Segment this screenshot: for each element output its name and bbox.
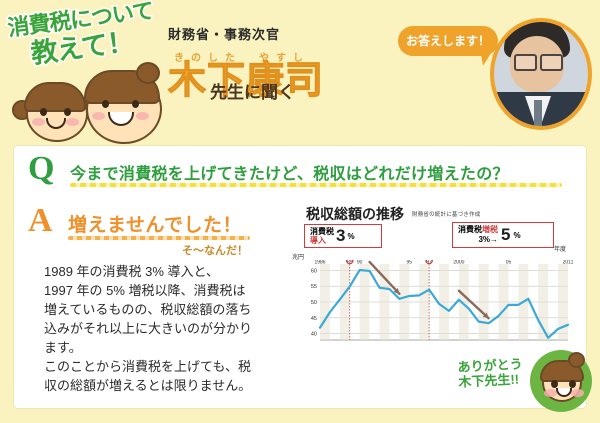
svg-text:1986: 1986 [314, 260, 325, 266]
tax-revenue-line-chart: 40 45 50 55 60 1986 89 90 95 97 2000 05 2011 [311, 260, 574, 341]
content-panel: Q 今まで消費税を上げてきたけど、税収はどれだけ増えたの？ A 増えませんでした… [14, 146, 586, 408]
thanks-text: ありがとう 木下先生!! [456, 355, 524, 391]
chart-data-line [318, 268, 570, 339]
chart-source-note: 財務省の統計に基づき作成 [412, 212, 481, 218]
thanks-girl-cheek-left [544, 389, 557, 397]
chart-x-unit: 年度 [554, 247, 567, 253]
answer-label: A [28, 202, 53, 239]
callout2-line-red: 増税 [482, 225, 498, 234]
chart-y-unit: 兆円 [292, 255, 305, 261]
glasses-right-icon [540, 54, 563, 71]
chart-title: 税収総額の推移 [306, 206, 404, 222]
svg-text:05: 05 [506, 260, 512, 266]
question-label: Q [28, 150, 55, 187]
svg-text:55: 55 [311, 284, 317, 290]
body-line: 1989 年の消費税 3% 導入と、 [44, 264, 220, 279]
chart-x-axis: 1986 89 90 95 97 2000 05 2011 [314, 260, 573, 266]
body-line: ます。 [44, 340, 82, 355]
boy-bun [136, 62, 160, 84]
chart-decline-arrows [368, 260, 490, 320]
boy-cheek-left [92, 112, 105, 120]
svg-text:95: 95 [406, 260, 412, 266]
speech-bubble: お答えします！ [398, 26, 498, 56]
callout1-line-red: 導入 [310, 236, 326, 245]
thanks-girl-bun [568, 352, 585, 368]
thanks-girl-smile [556, 388, 572, 397]
official-name: 木下康司 [167, 60, 325, 102]
body-line: このことから消費税を上げても、税 [44, 359, 251, 374]
thanks-block: ありがとう 木下先生!! [456, 350, 594, 412]
official-portrait [490, 18, 592, 130]
thanks-line2: 木下先生!! [457, 370, 521, 391]
girl-hair [24, 82, 86, 112]
thanks-girl-cheek-right [571, 389, 584, 397]
question-row: Q 今まで消費税を上げてきたけど、税収はどれだけ増えたの？ [28, 152, 576, 190]
girl-cheek-left [32, 118, 45, 126]
speech-bubble-text: お答えします！ [405, 34, 490, 48]
svg-text:2011: 2011 [563, 260, 574, 266]
name-suffix: 先生に聞く [210, 83, 295, 102]
svg-text:45: 45 [311, 316, 317, 322]
callout2-value: 5 [501, 225, 511, 244]
portrait-tie [534, 100, 542, 126]
question-text: 今まで消費税を上げてきたけど、税収はどれだけ増えたの？ [70, 166, 509, 183]
answer-text: 増えませんでした！ [68, 215, 242, 236]
svg-text:50: 50 [311, 300, 317, 306]
body-line: 込みがそれ以上に大きいのが分かり [44, 321, 253, 336]
svg-text:60: 60 [311, 268, 317, 274]
girl-cheek-right [66, 118, 79, 126]
thanks-girl-eye-left [551, 380, 558, 388]
body-line: 1997 年の 5% 増税以降、消費税は [44, 283, 246, 298]
body-text: 1989 年の消費税 3% 導入と、 1997 年の 5% 増税以降、消費税は … [44, 262, 296, 395]
glasses-left-icon [514, 54, 537, 71]
boy-cheek-right [136, 112, 149, 120]
svg-text:40: 40 [311, 332, 317, 338]
office-title: 財務省・事務次官 [168, 27, 281, 42]
official-name-block: 財務省・事務次官 きのした やすし 木下康司 [167, 24, 325, 102]
thanks-girl-eye-right [569, 380, 576, 388]
answer-reaction: そ〜なんだ！ [182, 245, 248, 257]
girl-eye-right [64, 108, 71, 116]
callout1-unit: % [347, 231, 355, 241]
callout-tax-increase: 消費税増税 3%→ 5 % [452, 222, 554, 248]
portrait-face [510, 36, 564, 92]
header: 消費税について 教えて！ 財務省・事務次官 きのした やすし 木下康 [0, 0, 600, 144]
callout-tax-introduction: 消費税 導入 3 % [304, 224, 382, 248]
kids-illustration [8, 60, 168, 144]
svg-text:89: 89 [347, 260, 353, 266]
svg-text:2000: 2000 [453, 260, 464, 266]
svg-text:97: 97 [426, 260, 432, 266]
question-underline [70, 183, 562, 187]
name-furigana: きのした やすし [174, 53, 310, 64]
girl-eye-left [40, 108, 47, 116]
chart-marker-lines [345, 260, 433, 340]
callout2-unit: % [513, 230, 521, 240]
boy-eye-left [102, 100, 109, 108]
callout1-value: 3 [336, 226, 346, 245]
chart-container: 税収総額の推移 財務省の統計に基づき作成 消費税 導入 3 % 消費税増税 3%… [292, 204, 582, 356]
boy-eye-right [132, 100, 139, 108]
thanks-girl-avatar [530, 350, 592, 412]
chart-y-axis: 40 45 50 55 60 [311, 268, 317, 337]
answer-underline [68, 236, 250, 240]
callout2-from: 3%→ [478, 235, 498, 244]
callout2-line-black: 消費税 [458, 225, 482, 234]
body-line: 増えているものの、税収総額の落ち [44, 302, 252, 317]
svg-text:90: 90 [357, 260, 363, 266]
callout1-line-black: 消費税 [310, 227, 334, 236]
body-line: 収の総額が増えるとは限りません。 [44, 378, 252, 393]
